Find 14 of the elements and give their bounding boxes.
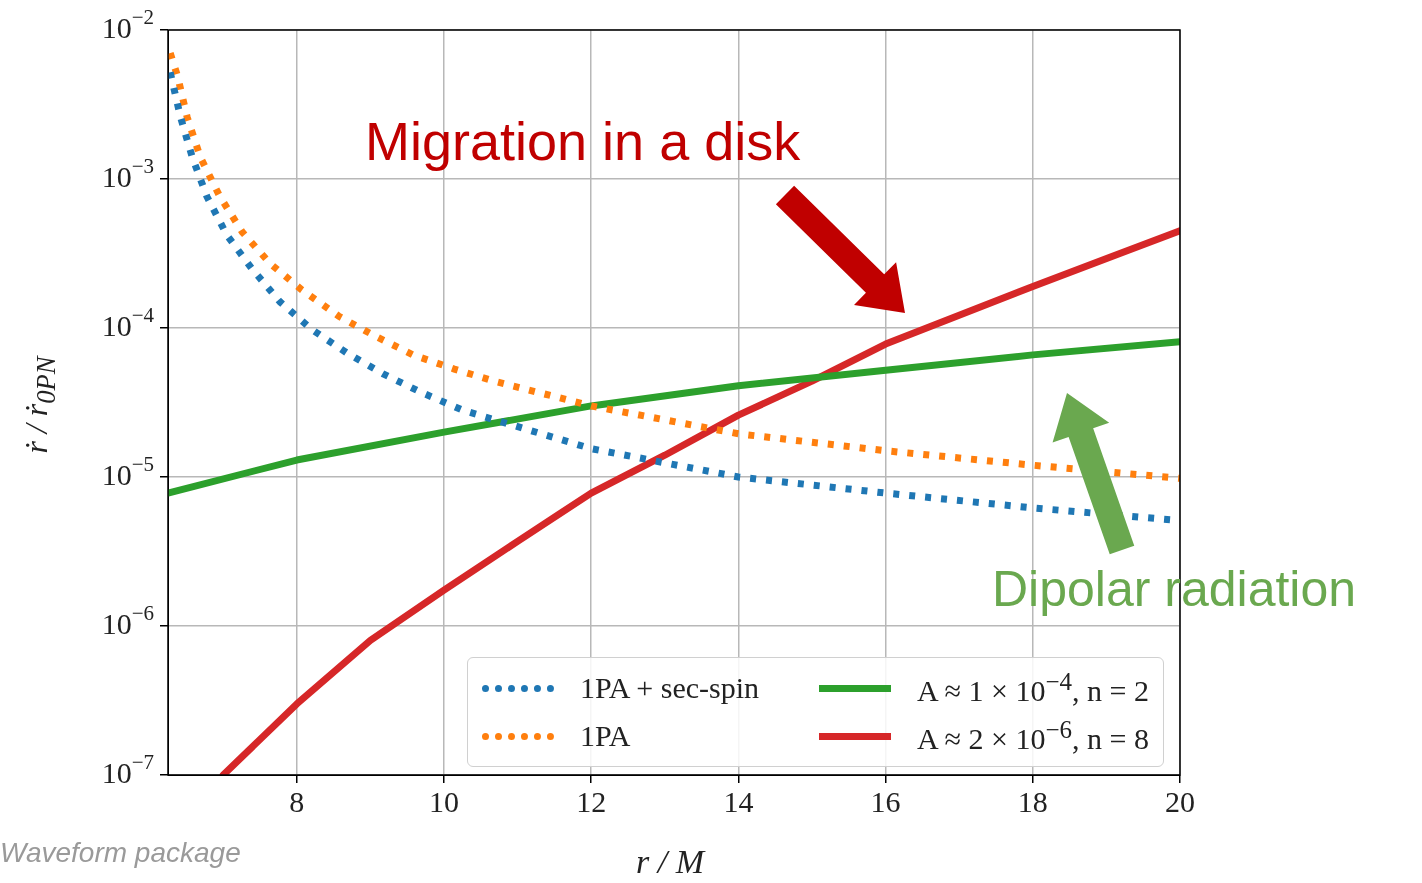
x-tick-label: 10 bbox=[429, 784, 459, 818]
x-tick-label: 20 bbox=[1165, 784, 1195, 818]
legend-label: A ≈ 2 × 10$^{−6}$, n = 8 bbox=[917, 716, 1149, 756]
x-tick-label: 16 bbox=[870, 784, 901, 818]
x-tick-label: 12 bbox=[576, 784, 607, 818]
x-axis-title: r / M bbox=[636, 843, 704, 881]
x-tick-label: 18 bbox=[1017, 784, 1048, 818]
legend-label: 1PA + sec-spin bbox=[579, 671, 760, 705]
legend-label: A ≈ 1 × 10$^{−4}$, n = 2 bbox=[917, 668, 1149, 708]
annotation: Migration in a disk bbox=[365, 111, 801, 172]
legend-label: 1PA bbox=[579, 719, 631, 753]
x-tick-label: 8 bbox=[289, 784, 305, 818]
x-tick-label: 14 bbox=[723, 784, 754, 818]
text: Waveform package bbox=[0, 837, 241, 869]
